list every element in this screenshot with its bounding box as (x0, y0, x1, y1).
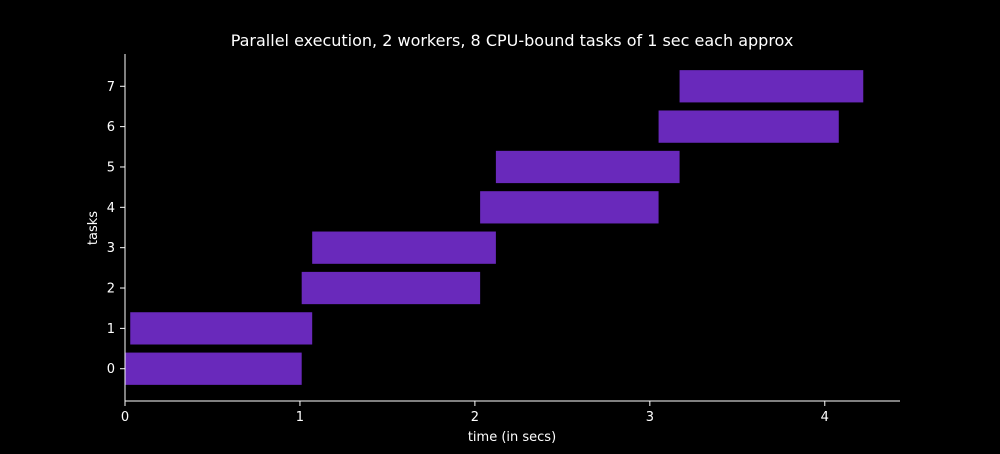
task-bar-2 (301, 271, 481, 305)
y-ticks-group: 0 1 2 3 4 5 6 7 (107, 80, 125, 377)
task-bar-0 (125, 352, 302, 385)
x-tick-label: 1 (296, 410, 304, 425)
chart-title: Parallel execution, 2 workers, 8 CPU-bou… (231, 31, 794, 50)
x-tick-label: 4 (821, 410, 829, 425)
x-axis-label: time (in secs) (468, 430, 556, 445)
task-bar-7 (679, 70, 864, 103)
task-bar-4 (480, 191, 659, 224)
y-tick-label: 1 (107, 322, 115, 337)
bars-group (125, 70, 864, 385)
y-tick-label: 4 (107, 201, 115, 216)
x-tick-label: 2 (471, 410, 479, 425)
y-tick-label: 0 (107, 362, 115, 377)
task-bar-1 (130, 312, 313, 345)
task-bar-6 (658, 110, 839, 143)
x-tick-label: 3 (646, 410, 654, 425)
y-tick-label: 3 (107, 241, 115, 256)
x-ticks-group: 0 1 2 3 4 (121, 401, 829, 425)
x-tick-label: 0 (121, 410, 129, 425)
task-bar-3 (312, 231, 496, 264)
y-tick-label: 7 (107, 80, 115, 95)
task-bar-5 (495, 150, 680, 184)
y-axis-label: tasks (86, 211, 101, 245)
y-tick-label: 2 (107, 282, 115, 297)
y-tick-label: 6 (107, 120, 115, 135)
y-tick-label: 5 (107, 160, 115, 175)
